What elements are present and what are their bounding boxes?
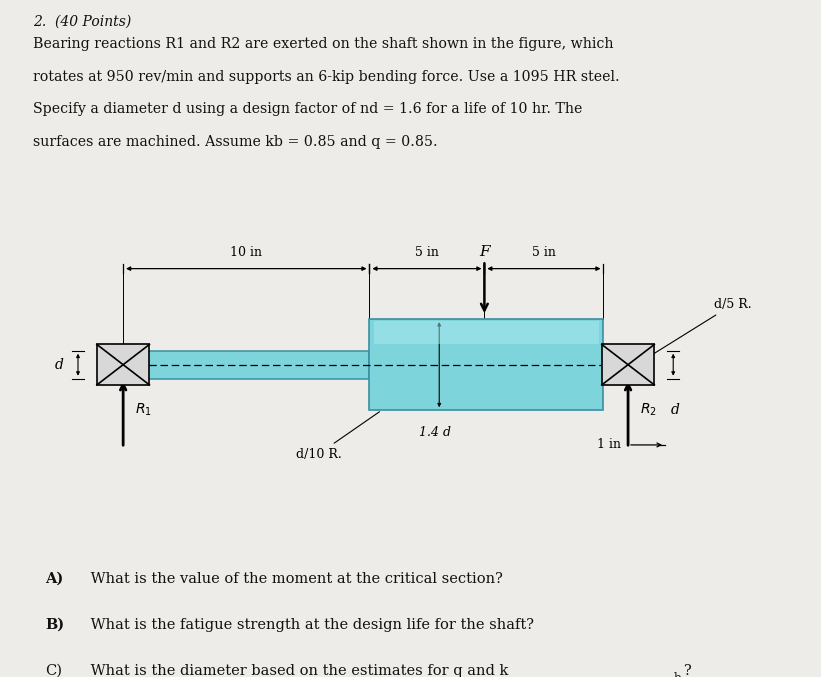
Text: d: d [54,357,63,372]
Text: 5 in: 5 in [415,246,439,259]
Text: 1 in: 1 in [598,439,621,452]
Text: $R_1$: $R_1$ [135,402,153,418]
Text: b: b [673,672,681,677]
Text: What is the diameter based on the estimates for q and k: What is the diameter based on the estima… [86,664,508,677]
Text: F: F [479,245,489,259]
Text: d/5 R.: d/5 R. [645,298,752,359]
Text: Bearing reactions R1 and R2 are exerted on the shaft shown in the figure, which: Bearing reactions R1 and R2 are exerted … [33,37,613,51]
Text: rotates at 950 rev/min and supports an 6-kip bending force. Use a 1095 HR steel.: rotates at 950 rev/min and supports an 6… [33,70,620,84]
Text: 2.  (40 Points): 2. (40 Points) [33,15,131,29]
Text: 10 in: 10 in [231,246,262,259]
Text: C): C) [45,664,62,677]
Text: surfaces are machined. Assume kb = 0.85 and q = 0.85.: surfaces are machined. Assume kb = 0.85 … [33,135,438,149]
Text: What is the value of the moment at the critical section?: What is the value of the moment at the c… [86,572,503,586]
Bar [374,322,599,344]
Text: d/10 R.: d/10 R. [296,412,379,460]
Text: $R_2$: $R_2$ [640,402,658,418]
Bar [123,351,369,378]
Text: A): A) [45,572,63,586]
Bar [369,319,603,410]
Text: What is the fatigue strength at the design life for the shaft?: What is the fatigue strength at the desi… [86,618,534,632]
Text: d: d [671,403,680,417]
Text: 5 in: 5 in [532,246,556,259]
Text: Specify a diameter d using a design factor of nd = 1.6 for a life of 10 hr. The: Specify a diameter d using a design fact… [33,102,582,116]
Bar [602,345,654,385]
Text: 1.4 d: 1.4 d [420,426,451,439]
Text: B): B) [45,618,64,632]
Bar [97,345,149,385]
Text: ?: ? [683,664,690,677]
